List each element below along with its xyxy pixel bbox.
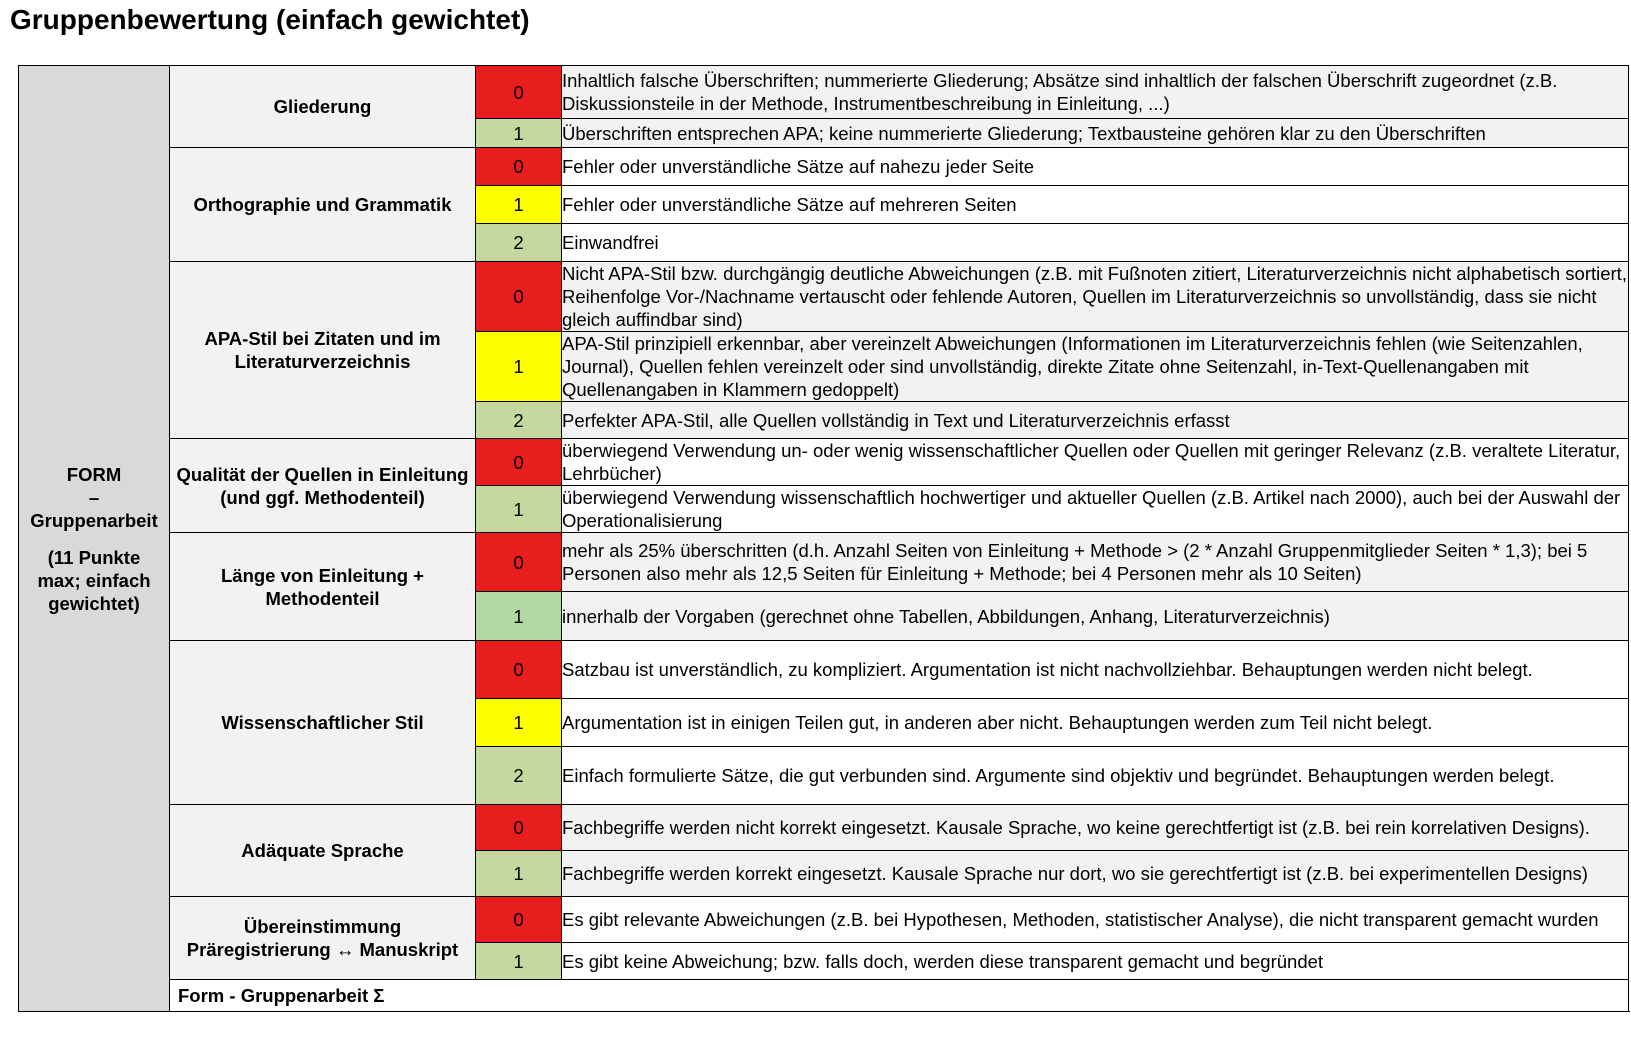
table-row: Übereinstimmung Präregistrierung ↔ Manus…: [19, 896, 1629, 980]
description-cell: Überschriften entsprechen APA; keine num…: [561, 118, 1629, 148]
score-cell: 1: [475, 118, 562, 148]
table-row: Orthographie und Grammatik 0 Fehler oder…: [19, 147, 1629, 262]
description-cell: mehr als 25% überschritten (d.h. Anzahl …: [561, 532, 1629, 592]
footer-label: Form - Gruppenarbeit Σ: [169, 979, 1629, 1012]
score-cell: 0: [475, 261, 562, 332]
score-cell: 0: [475, 438, 562, 486]
description-cell: Einfach formulierte Sätze, die gut verbu…: [561, 746, 1629, 805]
description-cell: Fachbegriffe werden nicht korrekt einges…: [561, 804, 1629, 851]
table-row: 1 Fehler oder unverständliche Sätze auf …: [19, 185, 1629, 224]
table-row: FORM – Gruppenarbeit (11 Punkte max; ein…: [18, 65, 1629, 1012]
score-cell: 1: [475, 591, 562, 641]
table-row: Adäquate Sprache 0 Fachbegriffe werden n…: [19, 804, 1629, 897]
score-cell: 1: [475, 331, 562, 402]
score-cell: 0: [475, 896, 562, 943]
table-row: APA-Stil bei Zitaten und im Literaturver…: [19, 261, 1629, 439]
description-cell: Perfekter APA-Stil, alle Quellen vollstä…: [561, 401, 1629, 439]
criterion-orthographie: Orthographie und Grammatik: [169, 147, 476, 262]
score-cell: 1: [475, 850, 562, 897]
table-row: 2 Einfach formulierte Sätze, die gut ver…: [19, 746, 1629, 805]
table-row: Länge von Einleitung + Methodenteil 0 me…: [19, 532, 1629, 641]
table-row: 2 Perfekter APA-Stil, alle Quellen volls…: [19, 401, 1629, 439]
score-cell: 1: [475, 485, 562, 533]
table-row: 1 Überschriften entsprechen APA; keine n…: [19, 118, 1629, 148]
score-cell: 1: [475, 698, 562, 747]
table-row: Qualität der Quellen in Einleitung (und …: [19, 438, 1629, 533]
table-row: Wissenschaftlicher Stil 0 Satzbau ist un…: [19, 640, 1629, 805]
section-spacer: [19, 532, 169, 546]
description-cell: überwiegend Verwendung wissenschaftlich …: [561, 485, 1629, 533]
table-row: 1 überwiegend Verwendung wissenschaftlic…: [19, 485, 1629, 533]
page-title: Gruppenbewertung (einfach gewichtet): [10, 4, 530, 35]
description-cell: innerhalb der Vorgaben (gerechnet ohne T…: [561, 591, 1629, 641]
criterion-laenge: Länge von Einleitung + Methodenteil: [169, 532, 476, 641]
description-cell: APA-Stil prinzipiell erkennbar, aber ver…: [561, 331, 1629, 402]
section-dash: –: [88, 486, 100, 508]
description-cell: Es gibt keine Abweichung; bzw. falls doc…: [561, 942, 1629, 980]
table-row: 1 Argumentation ist in einigen Teilen gu…: [19, 698, 1629, 747]
score-cell: 0: [475, 65, 562, 119]
section-subtitle: Gruppenarbeit: [30, 509, 158, 531]
score-cell: 1: [475, 185, 562, 224]
section-points: (11 Punkte: [47, 546, 141, 568]
section-points: max; einfach: [37, 569, 151, 591]
description-cell: Es gibt relevante Abweichungen (z.B. bei…: [561, 896, 1629, 943]
criterion-wissenschaftlicher-stil: Wissenschaftlicher Stil: [169, 640, 476, 805]
score-cell: 2: [475, 746, 562, 805]
description-cell: Satzbau ist unverständlich, zu komplizie…: [561, 640, 1629, 699]
description-cell: Nicht APA-Stil bzw. durchgängig deutlich…: [561, 261, 1629, 332]
criterion-apa-stil: APA-Stil bei Zitaten und im Literaturver…: [169, 261, 476, 439]
rubric-table: FORM – Gruppenarbeit (11 Punkte max; ein…: [18, 65, 1629, 1012]
score-cell: 0: [475, 147, 562, 186]
score-cell: 0: [475, 532, 562, 592]
footer-row: Form - Gruppenarbeit Σ: [19, 979, 1629, 1012]
table-row: 1 Es gibt keine Abweichung; bzw. falls d…: [19, 942, 1629, 980]
table-row: 1 innerhalb der Vorgaben (gerechnet ohne…: [19, 591, 1629, 641]
description-cell: Argumentation ist in einigen Teilen gut,…: [561, 698, 1629, 747]
description-cell: Fachbegriffe werden korrekt eingesetzt. …: [561, 850, 1629, 897]
criterion-uebereinstimmung: Übereinstimmung Präregistrierung ↔ Manus…: [169, 896, 476, 980]
section-cell: FORM – Gruppenarbeit (11 Punkte max; ein…: [18, 65, 170, 1012]
score-cell: 0: [475, 804, 562, 851]
section-title: FORM: [66, 463, 122, 485]
table-row: 1 Fachbegriffe werden korrekt eingesetzt…: [19, 850, 1629, 897]
description-cell: Einwandfrei: [561, 223, 1629, 262]
section-points: gewichtet): [48, 592, 140, 614]
criterion-adaequate-sprache: Adäquate Sprache: [169, 804, 476, 897]
score-cell: 2: [475, 401, 562, 439]
criterion-quellen-qualitaet: Qualität der Quellen in Einleitung (und …: [169, 438, 476, 533]
criterion-gliederung: Gliederung: [169, 65, 476, 148]
table-row: 1 APA-Stil prinzipiell erkennbar, aber v…: [19, 331, 1629, 402]
description-cell: überwiegend Verwendung un- oder wenig wi…: [561, 438, 1629, 486]
score-cell: 1: [475, 942, 562, 980]
description-cell: Fehler oder unverständliche Sätze auf me…: [561, 185, 1629, 224]
description-cell: Inhaltlich falsche Überschriften; nummer…: [561, 65, 1629, 119]
score-cell: 0: [475, 640, 562, 699]
score-cell: 2: [475, 223, 562, 262]
description-cell: Fehler oder unverständliche Sätze auf na…: [561, 147, 1629, 186]
